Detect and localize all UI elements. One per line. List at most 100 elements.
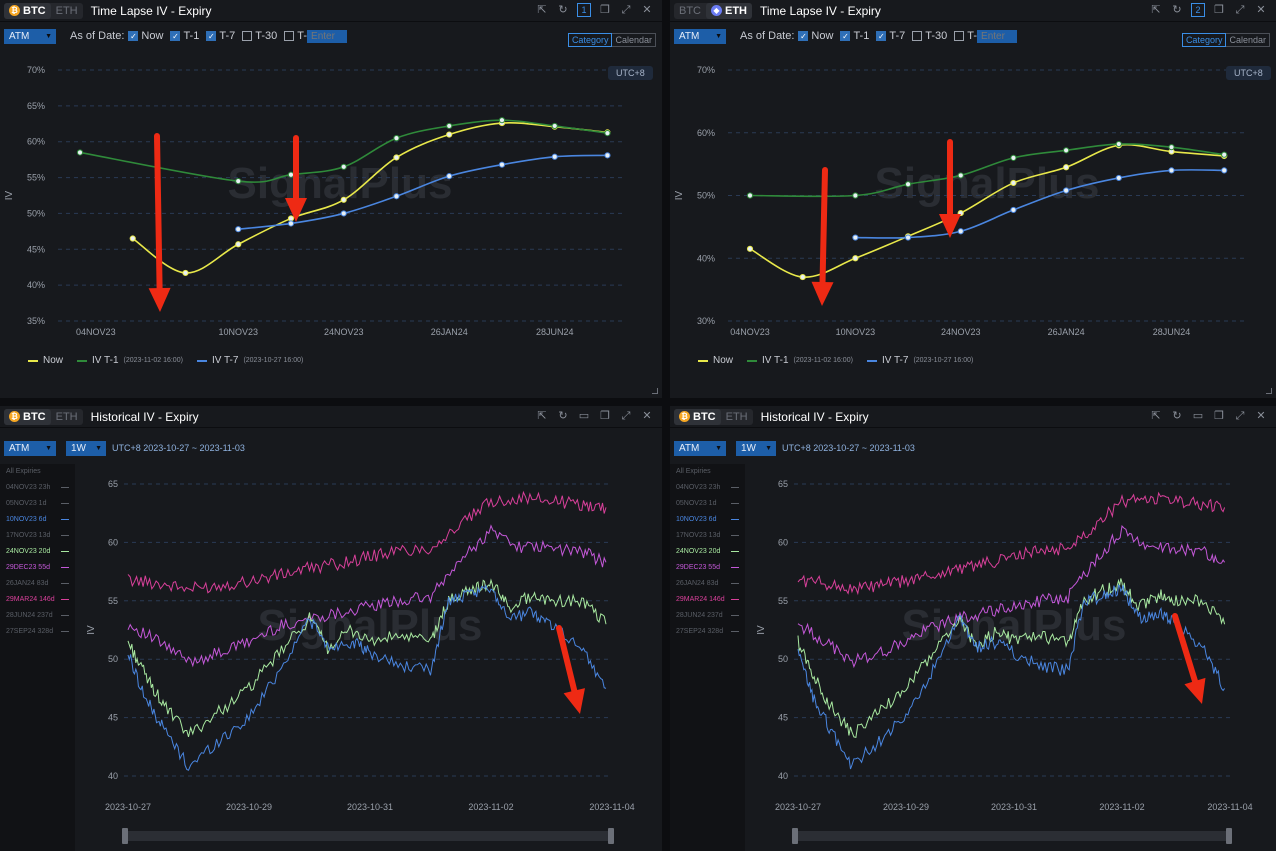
duplicate-icon[interactable]: ❐ <box>1214 410 1224 422</box>
data-point[interactable] <box>1221 151 1228 158</box>
asset-btc-option[interactable]: ₿ BTC <box>4 2 51 19</box>
data-point[interactable] <box>340 163 347 170</box>
export-icon[interactable]: ⇱ <box>537 4 547 16</box>
expiry-item[interactable]: 29DEC23 55d <box>0 560 75 576</box>
expiry-item[interactable]: 17NOV23 13d <box>0 528 75 544</box>
slider-handle-right[interactable] <box>608 828 614 844</box>
data-point[interactable] <box>340 196 347 203</box>
legend-item[interactable]: IV T-1 (2023-11-02 16:00) <box>747 355 853 366</box>
legend-item[interactable]: Now <box>698 355 733 366</box>
data-point[interactable] <box>1115 140 1122 148</box>
expiry-item[interactable]: 10NOV23 6d <box>0 512 75 528</box>
asset-btc-option[interactable]: BTC <box>674 3 706 19</box>
close-icon[interactable]: ✕ <box>642 4 652 16</box>
slider-handle-right[interactable] <box>1226 828 1232 844</box>
data-point[interactable] <box>1010 206 1017 214</box>
asset-eth-option[interactable]: ◆ ETH <box>706 2 752 19</box>
data-point[interactable] <box>551 153 558 160</box>
expiry-item[interactable]: 24NOV23 20d <box>0 544 75 560</box>
data-point[interactable] <box>604 130 611 137</box>
data-point[interactable] <box>1168 167 1175 174</box>
legend-item[interactable]: IV T-7 (2023-10-27 16:00) <box>866 355 973 366</box>
data-point[interactable] <box>1010 179 1017 187</box>
legend-item[interactable]: IV T-1 (2023-11-02 16:00) <box>77 355 183 366</box>
resize-handle[interactable] <box>1266 388 1272 394</box>
legend-item[interactable]: Now <box>28 355 63 366</box>
expiry-item[interactable]: 29MAR24 146d <box>670 592 745 608</box>
data-point[interactable] <box>235 226 242 233</box>
asset-toggle[interactable]: BTC ◆ ETH <box>674 2 752 19</box>
data-point[interactable] <box>957 228 964 235</box>
folder-icon[interactable]: ▭ <box>1192 410 1204 422</box>
duplicate-icon[interactable]: ❐ <box>600 410 610 422</box>
asset-eth-option[interactable]: ETH <box>721 409 753 425</box>
duplicate-icon[interactable]: ❐ <box>600 4 610 16</box>
asset-toggle[interactable]: ₿ BTC ETH <box>674 408 753 425</box>
expiry-item[interactable]: 05NOV23 1d <box>670 496 745 512</box>
data-point[interactable] <box>182 269 189 277</box>
data-point[interactable] <box>76 149 84 156</box>
asset-btc-option[interactable]: ₿ BTC <box>674 408 721 425</box>
data-point[interactable] <box>446 131 453 138</box>
atm-select[interactable]: ATM <box>4 440 56 456</box>
close-icon[interactable]: ✕ <box>1256 4 1266 16</box>
export-icon[interactable]: ⇱ <box>1151 410 1161 422</box>
data-point[interactable] <box>551 122 558 130</box>
slider-handle-left[interactable] <box>122 828 128 844</box>
category-option[interactable]: Category <box>1181 33 1227 47</box>
expiry-item[interactable]: 28JUN24 237d <box>670 608 745 624</box>
duplicate-icon[interactable]: ❐ <box>1214 4 1224 16</box>
legend-item[interactable]: IV T-7 (2023-10-27 16:00) <box>196 355 303 366</box>
data-point[interactable] <box>1221 167 1228 174</box>
data-point[interactable] <box>604 152 611 159</box>
expiry-item[interactable]: 05NOV23 1d <box>0 496 75 512</box>
data-point[interactable] <box>1063 164 1070 171</box>
folder-icon[interactable]: ▭ <box>578 410 590 422</box>
check-custom[interactable]: T- <box>284 30 307 42</box>
data-point[interactable] <box>340 210 347 217</box>
data-point[interactable] <box>129 235 136 242</box>
atm-select[interactable]: ATM <box>674 28 726 44</box>
data-point[interactable] <box>393 154 400 161</box>
expiry-item[interactable]: 24NOV23 20d <box>670 544 745 560</box>
asset-toggle[interactable]: ₿ BTC ETH <box>4 408 83 425</box>
expiry-item[interactable]: 29MAR24 146d <box>0 592 75 608</box>
check-t7[interactable]: ✓ T-7 <box>206 30 235 42</box>
data-point[interactable] <box>1063 187 1070 194</box>
data-point[interactable] <box>1063 147 1070 154</box>
data-point[interactable] <box>852 255 859 262</box>
data-point[interactable] <box>498 161 506 168</box>
data-point[interactable] <box>287 215 295 222</box>
data-point[interactable] <box>746 192 754 199</box>
check-t1[interactable]: ✓ T-1 <box>170 30 199 42</box>
export-icon[interactable]: ⇱ <box>537 410 547 422</box>
refresh-icon[interactable]: ↻ <box>1172 410 1182 422</box>
expiry-item[interactable]: 04NOV23 23h <box>0 480 75 496</box>
data-point[interactable] <box>498 117 506 124</box>
slider-handle-left[interactable] <box>792 828 798 844</box>
expand-icon[interactable]: ⤢ <box>1235 4 1245 16</box>
custom-date-input[interactable] <box>977 29 1018 43</box>
data-point[interactable] <box>1010 154 1017 161</box>
data-point[interactable] <box>852 192 859 199</box>
asset-eth-option[interactable]: ETH <box>51 409 83 425</box>
data-point[interactable] <box>393 135 400 142</box>
refresh-icon[interactable]: ↻ <box>1172 4 1182 16</box>
check-t1[interactable]: ✓ T-1 <box>840 30 869 42</box>
zoom-slider[interactable] <box>122 828 614 844</box>
close-icon[interactable]: ✕ <box>642 410 652 422</box>
atm-select[interactable]: ATM <box>4 28 56 44</box>
export-icon[interactable]: ⇱ <box>1151 4 1161 16</box>
expiry-item[interactable]: 27SEP24 328d <box>670 624 745 640</box>
expiry-item[interactable]: All Expiries <box>670 464 745 480</box>
atm-select[interactable]: ATM <box>674 440 726 456</box>
expand-icon[interactable]: ⤢ <box>621 410 631 422</box>
resize-handle[interactable] <box>652 388 658 394</box>
asset-btc-option[interactable]: ₿ BTC <box>4 408 51 425</box>
data-point[interactable] <box>852 234 859 241</box>
data-point[interactable] <box>799 273 806 281</box>
calendar-option[interactable]: Calendar <box>1229 35 1266 45</box>
data-point[interactable] <box>1115 174 1122 182</box>
check-custom[interactable]: T- <box>954 30 977 42</box>
period-select[interactable]: 1W <box>736 440 776 456</box>
